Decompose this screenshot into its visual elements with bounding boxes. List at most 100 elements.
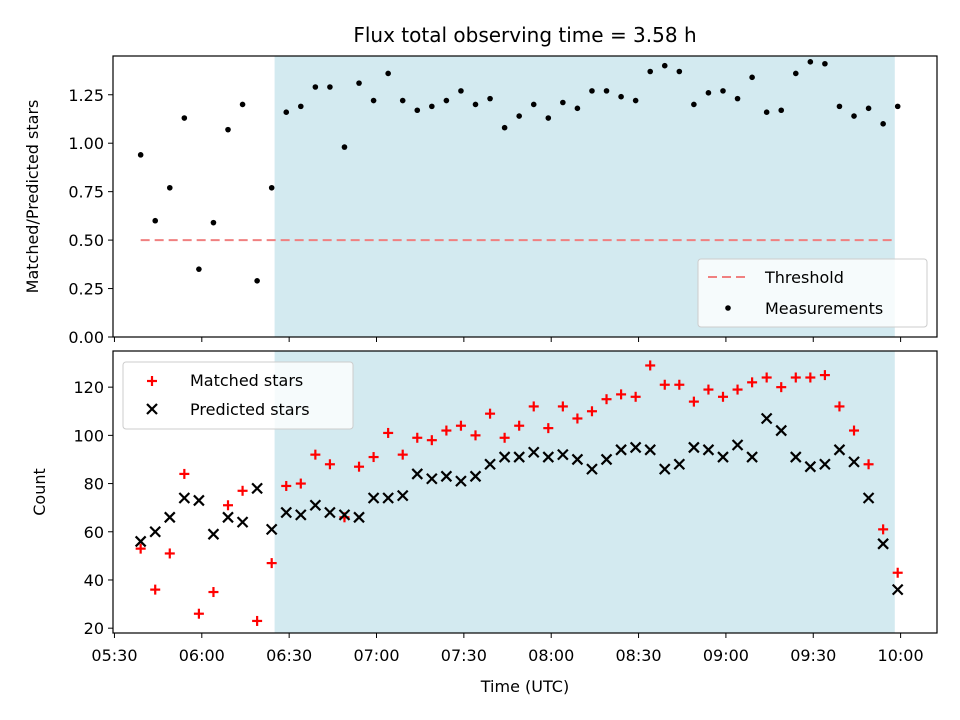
legend-matched-label: Matched stars: [190, 371, 303, 390]
top-y-tick-label: 0.25: [68, 280, 104, 299]
predicted-star-point: [163, 511, 176, 524]
measurement-point: [865, 105, 872, 112]
x-axis-label: Time (UTC): [480, 677, 569, 696]
measurement-point: [283, 109, 290, 115]
matched-star-point: [441, 425, 452, 436]
predicted-star-point: [658, 463, 671, 475]
predicted-star-point: [411, 468, 424, 480]
measurement-point: [647, 68, 654, 75]
matched-star-point: [805, 372, 816, 383]
predicted-star-point: [629, 441, 642, 454]
matched-star-point: [732, 384, 743, 395]
bottom-x-tick-label: 10:00: [878, 646, 924, 665]
measurement-point: [152, 217, 159, 224]
predicted-star-point: [600, 453, 613, 466]
bottom-x-tick-label: 07:30: [441, 646, 487, 665]
measurement-point: [210, 219, 217, 226]
predicted-stars-series: [134, 412, 904, 596]
matched-stars-series: [135, 360, 903, 626]
bottom-x-tick-label: 08:30: [616, 646, 662, 665]
predicted-star-point: [848, 456, 860, 468]
predicted-star-point: [542, 451, 555, 463]
measurement-point: [298, 103, 304, 110]
predicted-star-point: [367, 492, 380, 504]
bottom-legend: Matched stars Predicted stars: [122, 361, 354, 430]
measurement-point: [268, 184, 275, 191]
predicted-star-point: [571, 453, 584, 466]
predicted-star-point: [193, 494, 205, 507]
bottom-y-tick-label: 80: [84, 475, 104, 494]
predicted-star-point: [557, 448, 569, 461]
predicted-star-point: [338, 509, 351, 521]
measurement-point: [734, 95, 741, 102]
predicted-star-point: [833, 444, 846, 456]
top-y-tick-label: 0.00: [68, 328, 104, 347]
matched-star-point: [266, 558, 277, 569]
matched-star-point: [557, 401, 568, 412]
predicted-star-point: [178, 492, 191, 504]
bottom-x-tick-label: 08:00: [528, 646, 574, 665]
measurement-point: [356, 80, 362, 86]
measurement-point: [137, 152, 144, 158]
top-panel: 0.00 0.25 0.50 0.75 1.00 1.25 Matched/Predict…: [23, 55, 938, 347]
matched-star-point: [150, 584, 161, 595]
predicted-star-point: [790, 451, 802, 463]
legend-threshold-label: Threshold: [764, 268, 844, 287]
predicted-star-point: [222, 511, 234, 524]
matched-star-point: [863, 459, 874, 470]
top-y-tick-label: 1.00: [68, 134, 104, 153]
top-y-tick-label: 0.75: [68, 183, 104, 202]
matched-star-point: [747, 377, 758, 388]
measurements-series: [137, 59, 901, 284]
bottom-x-axis: 05:30 06:00 06:30 07:00 07:30 08:00 08:30 09:00…: [91, 633, 924, 665]
top-legend: Threshold Measurements: [697, 258, 928, 328]
matched-star-point: [703, 384, 714, 395]
measurement-point: [763, 109, 770, 115]
bottom-y-tick-label: 60: [84, 523, 104, 542]
measurement-point: [399, 97, 406, 104]
top-y-tick-label: 1.25: [68, 86, 104, 105]
matched-star-point: [878, 524, 889, 535]
measurement-point: [618, 93, 624, 100]
matched-star-point: [528, 401, 539, 412]
matched-star-point: [223, 500, 234, 511]
measurement-point: [166, 184, 173, 191]
top-axes-frame: [112, 55, 938, 338]
matched-star-point: [252, 615, 263, 626]
matched-star-point: [470, 430, 481, 441]
predicted-star-point: [862, 492, 875, 504]
measurement-point: [851, 113, 857, 119]
matched-star-point: [892, 567, 903, 578]
matched-star-point: [354, 461, 365, 472]
measurement-point: [705, 90, 712, 96]
measurement-point: [429, 103, 435, 110]
measurement-point: [530, 101, 537, 108]
predicted-star-point: [673, 458, 686, 471]
measurement-point: [239, 101, 246, 108]
top-x-ticks: [113, 337, 902, 342]
matched-star-point: [514, 420, 525, 431]
matched-star-point: [849, 425, 860, 436]
legend-measurements-label: Measurements: [765, 299, 883, 318]
bottom-x-tick-label: 09:30: [790, 646, 836, 665]
predicted-star-point: [455, 475, 467, 487]
predicted-star-point: [134, 535, 147, 548]
measurement-point: [836, 103, 843, 110]
matched-star-point: [426, 435, 437, 446]
matched-star-point: [674, 379, 685, 390]
measurement-point: [312, 84, 319, 90]
matched-star-point: [179, 468, 190, 479]
matched-star-point: [368, 452, 379, 463]
bottom-x-tick-label: 06:30: [266, 646, 312, 665]
predicted-star-point: [309, 499, 322, 512]
predicted-star-point: [295, 509, 307, 521]
bottom-legend-box: [122, 361, 354, 430]
matched-star-point: [761, 372, 772, 383]
predicted-star-point: [804, 460, 817, 473]
measurement-point: [472, 101, 479, 108]
measurement-point: [691, 101, 697, 108]
predicted-star-point: [498, 451, 511, 463]
legend-predicted-swatch: [146, 403, 158, 415]
measurement-point: [880, 121, 886, 127]
matched-star-point: [630, 391, 641, 402]
